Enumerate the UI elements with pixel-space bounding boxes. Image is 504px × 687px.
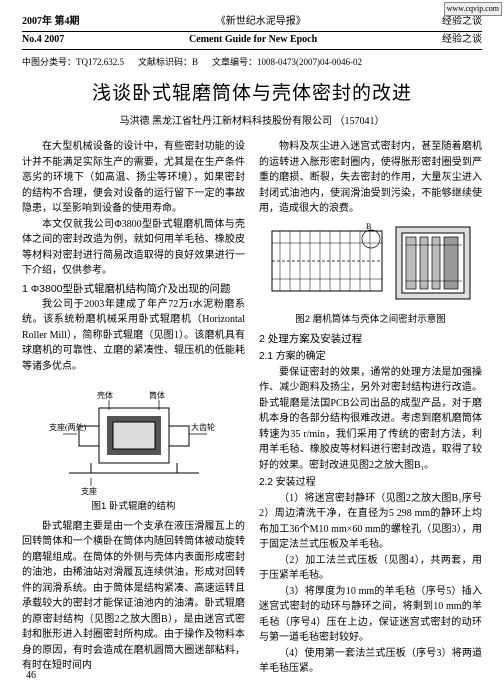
issue-zh: 2007年 第4期 (22, 14, 80, 29)
section-2-head: 2 处理方案及安装过程 (259, 331, 482, 347)
doc-code: 文献标识码：B (138, 56, 198, 70)
step-2: （2）加工法兰式压板（见图4），共两套，用于压紧羊毛毡。 (259, 553, 482, 584)
issue-en: No.4 2007 (22, 32, 64, 47)
article-title: 浅谈卧式辊磨筒体与壳体密封的改进 (22, 80, 482, 109)
figure-2: B 图2 磨机筒体与壳体之间密封示意图 (259, 221, 482, 328)
figure-2-caption: 图2 磨机筒体与壳体之间密封示意图 (259, 313, 482, 328)
svg-text:B: B (366, 222, 371, 231)
source-watermark: www.cqvip.com (444, 2, 502, 16)
para-intro-1: 在大型机械设备的设计中，有些密封功能的设计并不能满足实际生产的需要，尤其是在生产… (22, 139, 245, 217)
header-row-1: 2007年 第4期 《新世纪水泥导报》 经验之谈 (22, 14, 482, 32)
fig1-label-cyl: 筒体 (149, 390, 165, 400)
para-1-1: 我公司于2003年建成了年产72万t水泥粉磨系统。该系统粉磨机械采用卧式辊磨机（… (22, 297, 245, 375)
para-1-2: 卧式辊磨主要是由一个支承在液压滑履瓦上的回转筒体和一个横卧在筒体内随回转筒体被动… (22, 519, 245, 674)
para-1-3: 物料及灰尘进入迷宫式密封内，甚至随着磨机的运转进入胀形密封圈内，使得胀形密封圈受… (259, 139, 482, 217)
journal-en: Cement Guide for New Epoch (189, 32, 317, 47)
clc-number: 中图分类号：TQ172.632.5 (22, 56, 124, 70)
page-number: 46 (26, 668, 36, 683)
step-1: （1）将迷宫密封静环（见图2之放大图B₁序号2）周边清洗干净，在直径为5 298… (259, 491, 482, 553)
body-columns: 在大型机械设备的设计中，有些密封功能的设计并不能满足实际生产的需要，尤其是在生产… (22, 139, 482, 677)
section-2-1-head: 2.1 方案的确定 (259, 349, 482, 365)
step-3: （3）将厚度为10 mm的羊毛毡（序号5）插入迷宫式密封的动环与静环之间，将剩到… (259, 584, 482, 646)
fig1-label-seat: 支座(两处) (49, 422, 87, 432)
step-4: （4）使用第一套法兰式压板（序号3）将两道羊毛毡压紧。 (259, 646, 482, 677)
article-id: 文章编号：1008-0473(2007)04-0046-02 (212, 56, 362, 70)
fig1-label-seat2: 支座 (81, 486, 97, 496)
para-2-1: 要保证密封的效果，通常的处理方法是加强操作、减少跑料及扬尘，另外对密封结构进行改… (259, 365, 482, 474)
figure-1-caption: 图1 卧式辊磨的结构 (22, 500, 245, 515)
fig1-label-shell: 壳体 (97, 390, 113, 400)
column-tag-2: 经验之谈 (442, 32, 482, 47)
fig1-label-gear: 大齿轮 (191, 422, 215, 432)
author-affiliation: 马洪德 黑龙江省牡丹江新材料科技股份有限公司 （157041） (22, 114, 482, 129)
column-tag: 经验之谈 (442, 14, 482, 29)
para-intro-2: 本文仅就我公司Φ3800型卧式辊磨机筒体与壳体之间的密封改造为例，就如何用羊毛毡… (22, 217, 245, 279)
classification-line: 中图分类号：TQ172.632.5 文献标识码：B 文章编号：1008-0473… (22, 56, 482, 70)
header-row-2: No.4 2007 Cement Guide for New Epoch 经验之… (22, 32, 482, 50)
journal-zh: 《新世纪水泥导报》 (216, 14, 306, 29)
section-1-head: 1 Φ3800型卧式辊磨机结构简介及出现的问题 (22, 281, 245, 297)
section-2-2-head: 2.2 安装过程 (259, 475, 482, 491)
figure-1: 壳体 筒体 支座(两处) 大齿轮 支座 图1 卧式辊磨的结构 (22, 378, 245, 515)
